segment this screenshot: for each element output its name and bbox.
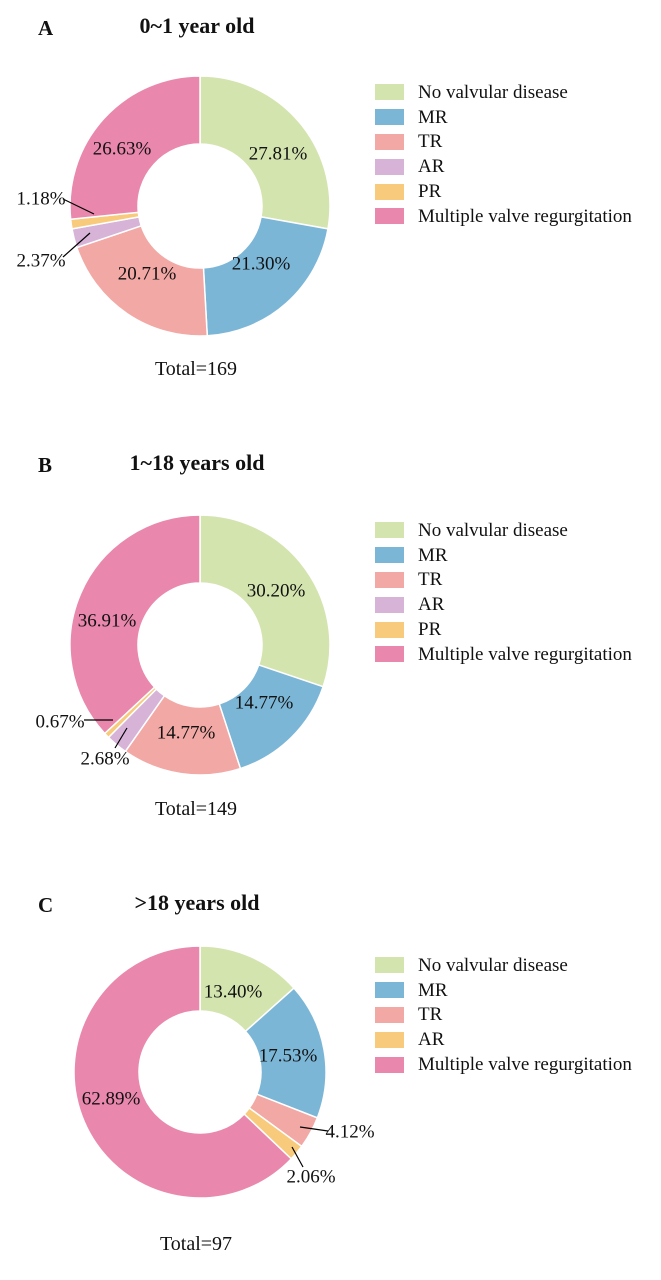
slice-label-ar: 2.68% xyxy=(80,749,129,770)
pie-slice-no-valvular-disease xyxy=(199,75,331,230)
legend-item-ar: AR xyxy=(375,592,632,617)
legend-label-ar: AR xyxy=(418,1029,445,1051)
legend-label-pr: PR xyxy=(418,619,442,641)
slice-label-tr: 4.12% xyxy=(325,1122,374,1143)
total-label-a: Total=169 xyxy=(154,358,238,380)
legend-swatch-pr xyxy=(375,183,404,200)
donut-chart-b: 30.20% 14.77% 14.77% 2.68% 0.67% 36.91% xyxy=(35,514,331,776)
legend-label-mr: MR xyxy=(418,544,448,566)
legend-label-ar: AR xyxy=(418,594,445,616)
leader-line-pr xyxy=(62,198,95,215)
panel-letter-a: A xyxy=(38,16,54,40)
legend-swatch-tr xyxy=(375,1006,404,1023)
legend-swatch-no-valvular-disease xyxy=(375,957,404,974)
legend-label-multiple-valve-regurgitation: Multiple valve regurgitation xyxy=(418,205,632,227)
legend-swatch-mr xyxy=(375,982,404,999)
slice-label-no-valvular-disease: 27.81% xyxy=(249,144,308,165)
panel-letter-c: C xyxy=(38,893,54,917)
panel-title-a: 0~1 year old xyxy=(139,13,255,38)
legend-swatch-multiple-valve-regurgitation xyxy=(375,1056,404,1073)
slice-label-no-valvular-disease: 30.20% xyxy=(247,581,306,602)
legend-swatch-multiple-valve-regurgitation xyxy=(375,646,404,663)
legend-b: No valvular disease MR TR AR PR Multiple valv… xyxy=(375,518,632,667)
legend-label-tr: TR xyxy=(418,1004,443,1026)
legend-item-ar: AR xyxy=(375,154,632,179)
slice-label-ar: 2.06% xyxy=(286,1167,335,1188)
legend-label-mr: MR xyxy=(418,979,448,1001)
legend-item-tr: TR xyxy=(375,130,632,155)
legend-swatch-pr xyxy=(375,621,404,638)
legend-item-no-valvular-disease: No valvular disease xyxy=(375,80,632,105)
legend-label-no-valvular-disease: No valvular disease xyxy=(418,519,568,541)
slice-label-tr: 14.77% xyxy=(157,723,216,744)
slice-label-multiple-valve-regurgitation: 62.89% xyxy=(82,1089,141,1110)
slice-label-pr: 0.67% xyxy=(35,712,84,733)
legend-item-no-valvular-disease: No valvular disease xyxy=(375,518,632,543)
donut-chart-a: 27.81% 21.30% 20.71% 2.37% 1.18% 26.63% xyxy=(16,75,331,337)
legend-a: No valvular disease MR TR AR PR Multiple valv… xyxy=(375,80,632,229)
panel-a: A 0~1 year old 27.81% 21.30% 20.71% 2.37% 1.… xyxy=(0,0,661,437)
legend-label-multiple-valve-regurgitation: Multiple valve regurgitation xyxy=(418,643,632,665)
legend-item-mr: MR xyxy=(375,543,632,568)
legend-swatch-mr xyxy=(375,109,404,126)
legend-label-mr: MR xyxy=(418,106,448,128)
legend-item-mr: MR xyxy=(375,105,632,130)
legend-item-pr: PR xyxy=(375,179,632,204)
slice-label-multiple-valve-regurgitation: 26.63% xyxy=(93,139,152,160)
slice-label-mr: 14.77% xyxy=(235,693,294,714)
legend-swatch-ar xyxy=(375,158,404,175)
donut-chart-c: 13.40% 17.53% 4.12% 2.06% 62.89% xyxy=(73,945,375,1199)
legend-swatch-ar xyxy=(375,1031,404,1048)
legend-label-no-valvular-disease: No valvular disease xyxy=(418,954,568,976)
legend-swatch-ar xyxy=(375,596,404,613)
panel-title-c: >18 years old xyxy=(134,890,260,915)
legend-item-multiple-valve-regurgitation: Multiple valve regurgitation xyxy=(375,204,632,229)
legend-item-multiple-valve-regurgitation: Multiple valve regurgitation xyxy=(375,642,632,667)
slice-label-multiple-valve-regurgitation: 36.91% xyxy=(78,611,137,632)
slice-label-ar: 2.37% xyxy=(16,251,65,272)
leader-line-tr xyxy=(299,1126,329,1132)
legend-item-mr: MR xyxy=(375,978,632,1003)
panel-title-b: 1~18 years old xyxy=(129,450,265,475)
legend-swatch-tr xyxy=(375,133,404,150)
legend-label-tr: TR xyxy=(418,131,443,153)
legend-item-tr: TR xyxy=(375,1003,632,1028)
slice-label-pr: 1.18% xyxy=(16,189,65,210)
pie-slice-multiple-valve-regurgitation xyxy=(73,945,293,1199)
legend-swatch-multiple-valve-regurgitation xyxy=(375,208,404,225)
pie-slice-no-valvular-disease xyxy=(199,514,331,688)
pie-slice-mr xyxy=(202,216,329,337)
legend-item-multiple-valve-regurgitation: Multiple valve regurgitation xyxy=(375,1052,632,1077)
legend-c: No valvular disease MR TR AR Multiple valve … xyxy=(375,953,632,1077)
legend-label-ar: AR xyxy=(418,156,445,178)
legend-swatch-no-valvular-disease xyxy=(375,84,404,101)
pie-slice-multiple-valve-regurgitation xyxy=(69,75,201,221)
legend-swatch-tr xyxy=(375,571,404,588)
legend-item-no-valvular-disease: No valvular disease xyxy=(375,953,632,978)
slice-label-tr: 20.71% xyxy=(118,264,177,285)
leader-line-ar xyxy=(62,232,91,258)
legend-swatch-no-valvular-disease xyxy=(375,522,404,539)
legend-item-ar: AR xyxy=(375,1027,632,1052)
legend-label-pr: PR xyxy=(418,181,442,203)
pie-slice-tr xyxy=(75,224,209,337)
leader-line-ar xyxy=(114,727,128,749)
slice-label-no-valvular-disease: 13.40% xyxy=(204,982,263,1003)
total-label-b: Total=149 xyxy=(154,798,238,820)
panel-c: C >18 years old 13.40% 17.53% 4.12% 2.06% 62… xyxy=(0,877,661,1280)
total-label-c: Total=97 xyxy=(159,1233,233,1255)
legend-swatch-mr xyxy=(375,547,404,564)
legend-label-multiple-valve-regurgitation: Multiple valve regurgitation xyxy=(418,1054,632,1076)
panel-b: B 1~18 years old 30.20% 14.77% 14.77% 2.68%… xyxy=(0,437,661,877)
slice-label-mr: 17.53% xyxy=(259,1046,318,1067)
legend-label-tr: TR xyxy=(418,569,443,591)
legend-label-no-valvular-disease: No valvular disease xyxy=(418,81,568,103)
pie-slice-multiple-valve-regurgitation xyxy=(69,514,201,735)
slice-label-mr: 21.30% xyxy=(232,254,291,275)
leader-line-ar xyxy=(291,1146,304,1168)
legend-item-tr: TR xyxy=(375,568,632,593)
legend-item-pr: PR xyxy=(375,617,632,642)
panel-letter-b: B xyxy=(38,453,53,477)
